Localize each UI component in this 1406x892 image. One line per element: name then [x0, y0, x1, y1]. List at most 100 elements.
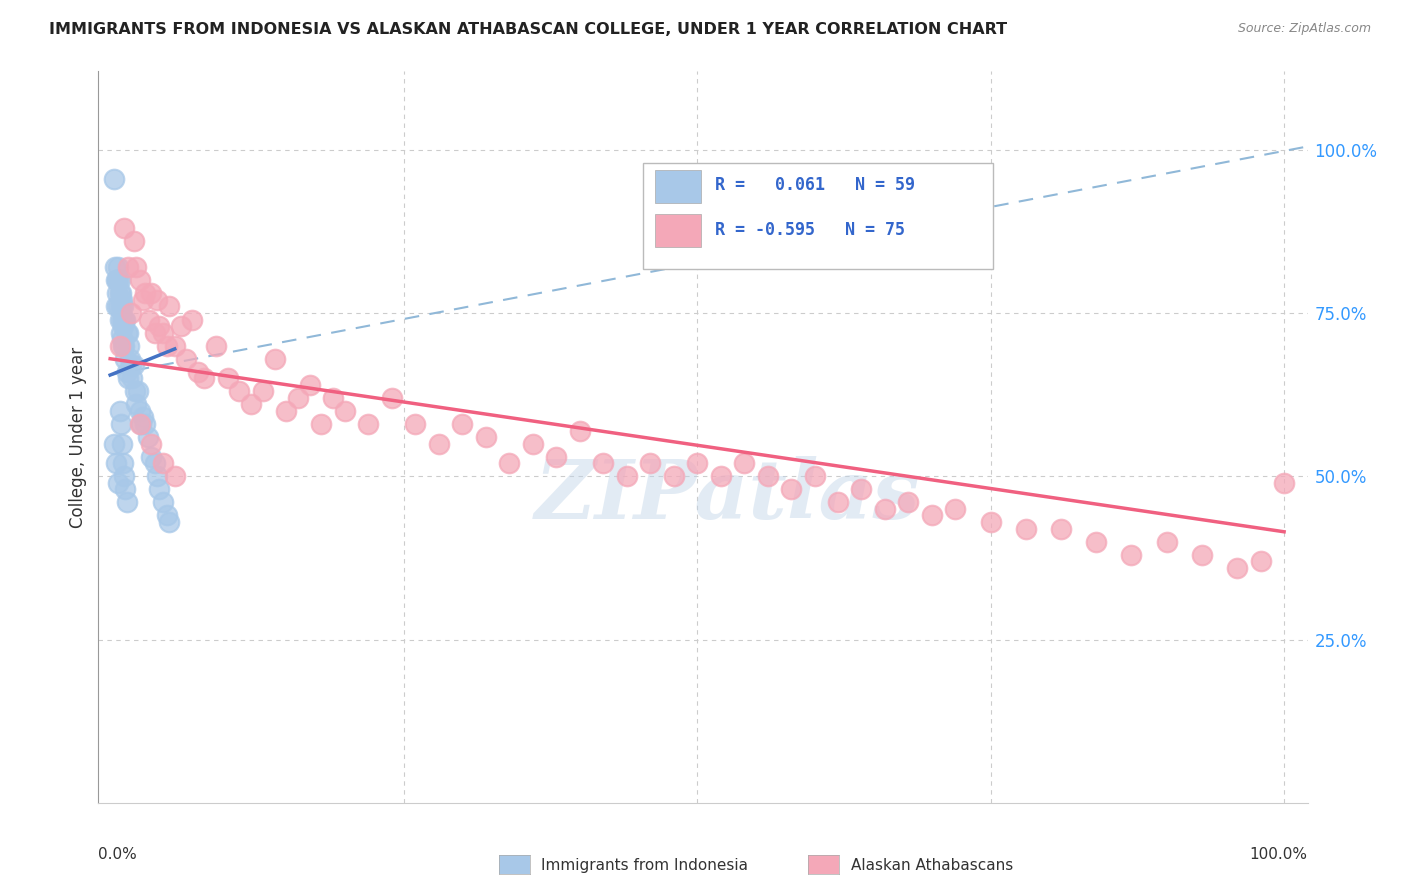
Point: [105, 456, 128, 470]
Point: [118, 339, 141, 353]
Point: [115, 326, 138, 340]
Point: [107, 300, 129, 314]
Point: [104, 260, 127, 275]
Point: [125, 397, 148, 411]
Point: [710, 469, 733, 483]
Point: [146, 293, 169, 307]
Point: [427, 436, 450, 450]
Point: [112, 312, 135, 326]
Point: [132, 293, 155, 307]
Point: [276, 404, 298, 418]
Point: [546, 450, 568, 464]
Point: [108, 312, 131, 326]
Point: [108, 273, 131, 287]
Point: [112, 456, 135, 470]
Point: [141, 286, 163, 301]
Point: [592, 456, 614, 470]
Point: [921, 508, 943, 523]
Point: [662, 469, 685, 483]
Point: [980, 515, 1002, 529]
Text: 100.0%: 100.0%: [1250, 847, 1308, 862]
Point: [1272, 475, 1295, 490]
Point: [120, 306, 142, 320]
Point: [616, 469, 638, 483]
Point: [115, 495, 138, 509]
Point: [357, 417, 380, 431]
Point: [115, 365, 138, 379]
Point: [124, 384, 146, 399]
Point: [240, 397, 263, 411]
Point: [114, 351, 136, 366]
Point: [110, 417, 132, 431]
Point: [803, 469, 825, 483]
Y-axis label: College, Under 1 year: College, Under 1 year: [69, 346, 87, 528]
Text: R = -0.595   N = 75: R = -0.595 N = 75: [716, 221, 905, 239]
Point: [152, 456, 174, 470]
Point: [108, 339, 131, 353]
Point: [1250, 554, 1272, 568]
Point: [1226, 560, 1249, 574]
Point: [228, 384, 250, 399]
Text: Immigrants from Indonesia: Immigrants from Indonesia: [541, 858, 748, 872]
Point: [112, 300, 135, 314]
Point: [311, 417, 333, 431]
Point: [105, 300, 128, 314]
Point: [129, 417, 152, 431]
Point: [128, 417, 150, 431]
Point: [127, 384, 149, 399]
Point: [252, 384, 274, 399]
Point: [114, 483, 136, 497]
Point: [945, 502, 967, 516]
Point: [111, 293, 134, 307]
Point: [138, 312, 160, 326]
Point: [851, 483, 873, 497]
Point: [1121, 548, 1143, 562]
Point: [134, 286, 156, 301]
Point: [105, 286, 128, 301]
Point: [107, 273, 129, 287]
Text: 0.0%: 0.0%: [98, 847, 138, 862]
Text: ZIPatlas: ZIPatlas: [534, 456, 920, 535]
Point: [136, 430, 159, 444]
Point: [298, 377, 321, 392]
Point: [120, 351, 142, 366]
Point: [169, 319, 191, 334]
Point: [176, 351, 198, 366]
Point: [451, 417, 474, 431]
Point: [122, 234, 145, 248]
Point: [163, 469, 186, 483]
Point: [1191, 548, 1213, 562]
Point: [111, 312, 134, 326]
Point: [112, 339, 135, 353]
Point: [128, 404, 150, 418]
Point: [897, 495, 920, 509]
Point: [1015, 521, 1038, 535]
Point: [103, 172, 125, 186]
Point: [110, 326, 132, 340]
Point: [132, 410, 155, 425]
Point: [103, 436, 125, 450]
Point: [287, 391, 309, 405]
Point: [187, 365, 209, 379]
Point: [522, 436, 544, 450]
FancyBboxPatch shape: [655, 214, 700, 247]
Text: Source: ZipAtlas.com: Source: ZipAtlas.com: [1237, 22, 1371, 36]
Point: [112, 469, 135, 483]
Point: [498, 456, 520, 470]
Point: [141, 436, 163, 450]
Point: [105, 273, 128, 287]
Point: [157, 300, 180, 314]
Point: [157, 515, 180, 529]
Point: [686, 456, 709, 470]
Point: [1050, 521, 1073, 535]
Text: Alaskan Athabascans: Alaskan Athabascans: [851, 858, 1012, 872]
Point: [146, 469, 169, 483]
Point: [122, 358, 145, 372]
Point: [638, 456, 661, 470]
Point: [108, 404, 131, 418]
Point: [111, 436, 134, 450]
Point: [143, 326, 166, 340]
FancyBboxPatch shape: [655, 170, 700, 203]
Point: [114, 312, 136, 326]
Point: [873, 502, 896, 516]
